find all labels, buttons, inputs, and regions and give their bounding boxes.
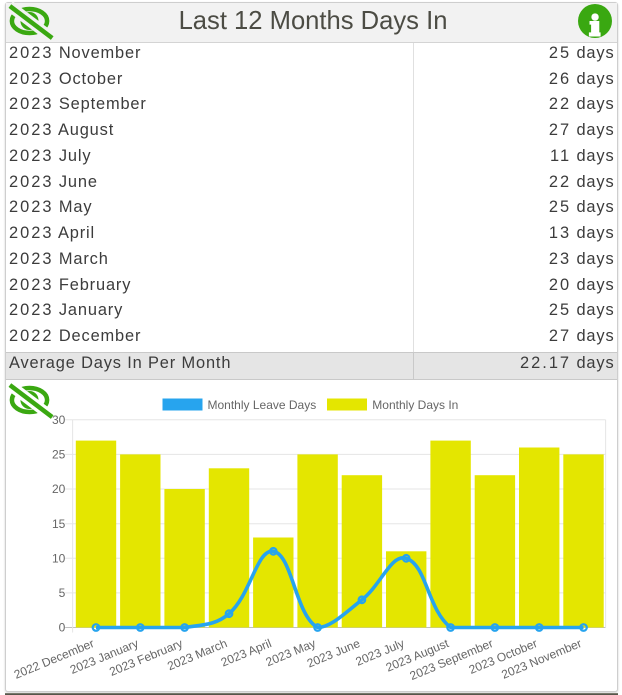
svg-text:25: 25 bbox=[52, 448, 66, 462]
svg-text:2023 April: 2023 April bbox=[219, 636, 274, 669]
svg-text:10: 10 bbox=[52, 552, 66, 566]
svg-text:20: 20 bbox=[52, 482, 66, 496]
svg-text:Monthly Days In: Monthly Days In bbox=[372, 398, 458, 412]
svg-text:5: 5 bbox=[59, 586, 66, 600]
svg-text:15: 15 bbox=[52, 517, 66, 531]
svg-text:0: 0 bbox=[59, 621, 66, 635]
svg-text:Monthly Leave Days: Monthly Leave Days bbox=[208, 398, 317, 412]
svg-text:30: 30 bbox=[52, 413, 66, 427]
